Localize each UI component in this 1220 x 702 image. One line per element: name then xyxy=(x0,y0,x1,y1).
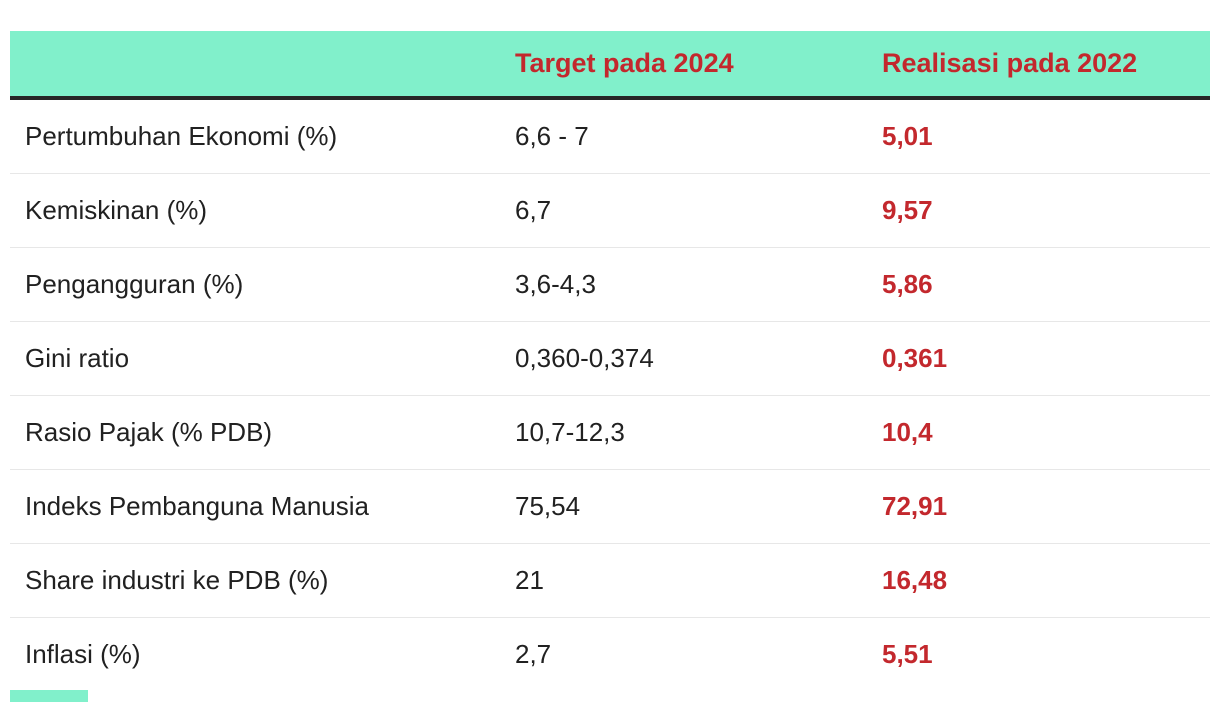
target-value-cell: 0,360-0,374 xyxy=(515,343,654,373)
target-value-cell: 75,54 xyxy=(515,491,581,521)
comparison-table: Target pada 2024 Realisasi pada 2022 Per… xyxy=(10,31,1210,691)
table-row: Pengangguran (%) 3,6-4,3 5,86 xyxy=(10,247,1210,321)
realisasi-value-cell: 5,86 xyxy=(882,269,933,299)
row-label-cell: Kemiskinan (%) xyxy=(25,195,208,225)
target-value-cell: 21 xyxy=(515,565,544,595)
header-cell-realisasi: Realisasi pada 2022 xyxy=(882,48,1138,78)
row-label-cell: Pertumbuhan Ekonomi (%) xyxy=(25,121,338,151)
realisasi-value-cell: 0,361 xyxy=(882,343,948,373)
target-value-cell: 6,6 - 7 xyxy=(515,121,589,151)
realisasi-value-cell: 10,4 xyxy=(882,417,933,447)
table-row: Kemiskinan (%) 6,7 9,57 xyxy=(10,173,1210,247)
table-header-row: Target pada 2024 Realisasi pada 2022 xyxy=(10,31,1210,100)
bottom-accent-bar xyxy=(10,690,88,702)
table-row: Gini ratio 0,360-0,374 0,361 xyxy=(10,321,1210,395)
table-row: Indeks Pembanguna Manusia 75,54 72,91 xyxy=(10,469,1210,543)
target-value-cell: 10,7-12,3 xyxy=(515,417,625,447)
row-label-cell: Pengangguran (%) xyxy=(25,269,244,299)
table-row: Pertumbuhan Ekonomi (%) 6,6 - 7 5,01 xyxy=(10,100,1210,173)
realisasi-value-cell: 72,91 xyxy=(882,491,948,521)
target-value-cell: 3,6-4,3 xyxy=(515,269,596,299)
table-row: Share industri ke PDB (%) 21 16,48 xyxy=(10,543,1210,617)
realisasi-value-cell: 5,51 xyxy=(882,639,933,669)
target-value-cell: 2,7 xyxy=(515,639,552,669)
table-row: Inflasi (%) 2,7 5,51 xyxy=(10,617,1210,691)
realisasi-value-cell: 9,57 xyxy=(882,195,933,225)
row-label-cell: Gini ratio xyxy=(25,343,130,373)
row-label-cell: Inflasi (%) xyxy=(25,639,141,669)
header-cell-target: Target pada 2024 xyxy=(515,48,734,78)
realisasi-value-cell: 5,01 xyxy=(882,121,933,151)
row-label-cell: Share industri ke PDB (%) xyxy=(25,565,329,595)
row-label-cell: Indeks Pembanguna Manusia xyxy=(25,491,370,521)
row-label-cell: Rasio Pajak (% PDB) xyxy=(25,417,273,447)
table-row: Rasio Pajak (% PDB) 10,7-12,3 10,4 xyxy=(10,395,1210,469)
realisasi-value-cell: 16,48 xyxy=(882,565,948,595)
target-value-cell: 6,7 xyxy=(515,195,552,225)
